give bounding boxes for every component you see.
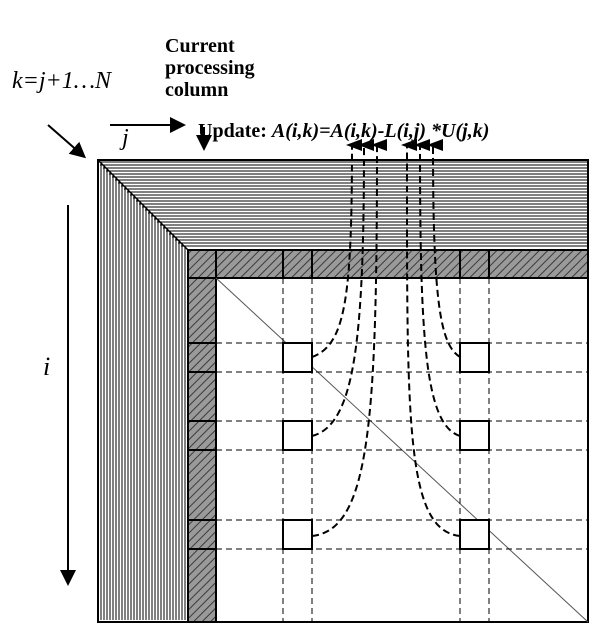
update-cell-r1-c1 [282,342,313,373]
update-cell-r1-c2 [459,342,490,373]
k-arrow [47,124,87,159]
update-cell-r3-c2 [459,519,490,550]
pivot-col-cell-2 [187,420,217,451]
update-cell-r3-c1 [282,519,313,550]
current-label-line3: column [165,79,229,101]
current-label-line2: processing [165,57,255,79]
update-prefix: Update: [198,120,272,142]
pivot-col-cell-1 [187,342,217,373]
frame-corner-diagonal [97,159,189,251]
pivot-row-cell-2 [459,249,490,279]
update-cells [282,342,490,550]
completed-rows-band [98,161,588,247]
i-label: i [43,352,51,381]
current-column-label: Current processing column [165,35,255,101]
pivot-row-cell-1 [282,249,313,279]
j-label: j [122,125,129,151]
arrow-r1-c2 [427,138,461,358]
arrow-r2-c2 [414,138,461,437]
arrow-r3-c2 [401,139,461,537]
k-range-label: k=j+1…N [12,68,112,94]
update-arrows [311,138,461,537]
row-guides [216,342,588,550]
update-formula: Update: A(i,k)=A(i,k)-L(i,j) *U(j,k) [198,120,489,143]
update-cell-r2-c1 [282,420,313,451]
arrow-r3-c1 [311,139,388,537]
pivot-col-cell-3 [187,519,217,550]
pivot-element [187,249,217,279]
arrow-r1-c1 [311,139,363,358]
current-label-line1: Current [165,35,235,57]
update-cell-r2-c2 [459,420,490,451]
update-equation: A(i,k)=A(i,k)-L(i,j) *U(j,k) [271,120,490,142]
arrow-r2-c1 [311,139,375,437]
pivot-row [187,249,589,279]
completed-cols-band [100,162,186,620]
